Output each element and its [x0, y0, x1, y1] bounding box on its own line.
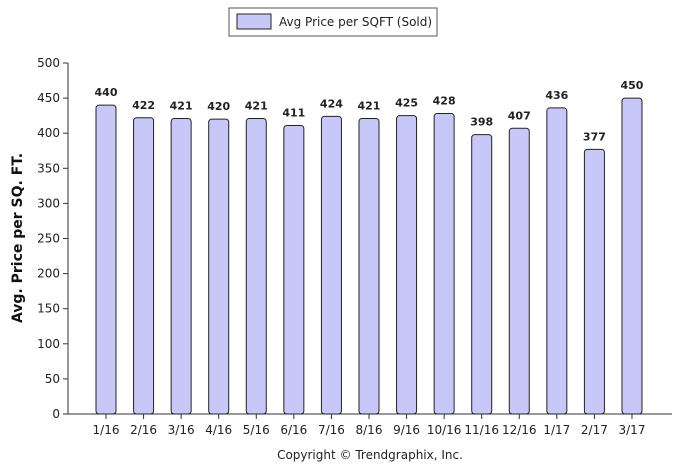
data-label: 436	[545, 89, 568, 102]
y-tick-label: 0	[52, 407, 60, 421]
y-tick-label: 500	[37, 56, 60, 70]
bar-1-17	[546, 107, 568, 415]
bar-5-16	[245, 117, 267, 415]
legend-label: Avg Price per SQFT (Sold)	[279, 15, 432, 29]
y-tick-label: 450	[37, 91, 60, 105]
data-label: 425	[395, 97, 418, 110]
y-tick-label: 100	[37, 337, 60, 351]
data-label: 421	[170, 99, 193, 112]
data-label: 398	[470, 116, 493, 129]
y-tick-label: 350	[37, 161, 60, 175]
bar-2-17	[583, 148, 605, 415]
x-tick-label: 8/16	[356, 423, 383, 437]
bar-3-16	[170, 117, 192, 415]
data-label: 411	[282, 106, 305, 119]
x-tick-label: 11/16	[464, 423, 499, 437]
bar-3-17	[621, 97, 643, 415]
x-tick-label: 12/16	[502, 423, 537, 437]
bar-1-16	[95, 104, 117, 415]
x-tick-label: 9/16	[393, 423, 420, 437]
y-tick-label: 300	[37, 196, 60, 210]
data-label: 422	[132, 99, 155, 112]
bar-9-16	[396, 115, 418, 415]
data-label: 377	[583, 130, 606, 143]
x-tick-label: 7/16	[318, 423, 345, 437]
data-label: 407	[508, 109, 531, 122]
x-tick-label: 1/16	[93, 423, 120, 437]
bar-12-16	[508, 127, 530, 415]
data-label: 440	[95, 86, 118, 99]
bar-10-16	[433, 113, 455, 415]
x-tick-label: 10/16	[427, 423, 462, 437]
bar-6-16	[283, 124, 305, 415]
x-tick-label: 2/16	[130, 423, 157, 437]
y-tick-label: 50	[45, 372, 60, 386]
bar-8-16	[358, 117, 380, 415]
data-label: 424	[320, 97, 343, 110]
x-tick-label: 1/17	[543, 423, 570, 437]
legend: Avg Price per SQFT (Sold)	[228, 7, 438, 37]
data-label: 420	[207, 100, 230, 113]
legend-swatch	[236, 13, 272, 30]
bar-4-16	[208, 118, 230, 415]
bar-7-16	[320, 115, 342, 415]
copyright-text: Copyright © Trendgraphix, Inc.	[277, 448, 463, 462]
x-tick-label: 2/17	[581, 423, 608, 437]
bar-11-16	[471, 134, 493, 415]
y-tick-label: 200	[37, 267, 60, 281]
x-tick-label: 3/17	[619, 423, 646, 437]
data-label: 421	[358, 99, 381, 112]
y-tick-label: 250	[37, 232, 60, 246]
data-label: 450	[620, 79, 643, 92]
data-label: 421	[245, 99, 268, 112]
y-axis-title: Avg. Price per SQ. FT.	[10, 153, 26, 323]
data-label: 428	[433, 95, 456, 108]
x-tick-label: 6/16	[280, 423, 307, 437]
x-tick-label: 3/16	[168, 423, 195, 437]
x-tick-label: 4/16	[205, 423, 232, 437]
y-tick-label: 400	[37, 126, 60, 140]
bar-2-16	[133, 117, 155, 415]
y-tick-label: 150	[37, 302, 60, 316]
x-tick-label: 5/16	[243, 423, 270, 437]
